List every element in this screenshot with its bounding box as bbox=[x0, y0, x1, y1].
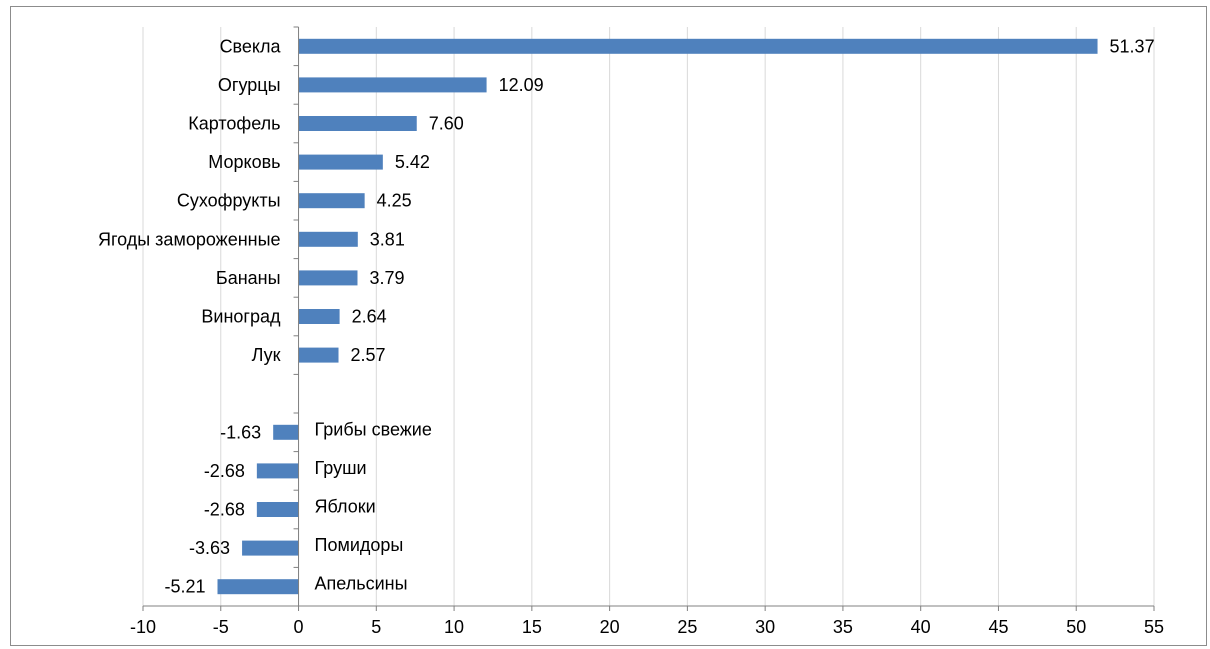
category-label: Огурцы bbox=[218, 75, 281, 95]
category-label: Груши bbox=[315, 458, 367, 478]
data-label: -5.21 bbox=[164, 577, 205, 597]
bar bbox=[298, 270, 358, 286]
x-tick-label: 35 bbox=[833, 617, 853, 637]
axes: -10 -5 0 5 10 15 20 25 30 35 40 45 50 55 bbox=[130, 26, 1164, 637]
category-label: Картофель bbox=[188, 114, 280, 134]
data-label: 4.25 bbox=[377, 191, 412, 211]
data-label: 3.79 bbox=[369, 268, 404, 288]
bar bbox=[298, 347, 339, 363]
category-label: Свекла bbox=[220, 36, 282, 56]
bar bbox=[298, 231, 358, 247]
data-label: 3.81 bbox=[370, 229, 405, 249]
x-tick-label: -10 bbox=[130, 617, 156, 637]
x-tick-label: 30 bbox=[755, 617, 775, 637]
category-label: Виноград bbox=[201, 307, 281, 327]
data-label: -3.63 bbox=[189, 538, 230, 558]
data-label: 2.57 bbox=[351, 345, 386, 365]
category-label: Морковь bbox=[208, 152, 280, 172]
bar bbox=[217, 579, 299, 595]
bar bbox=[273, 424, 299, 440]
x-tick-label: 55 bbox=[1144, 617, 1164, 637]
category-label: Сухофрукты bbox=[177, 191, 281, 211]
grid-lines bbox=[142, 27, 1155, 606]
x-tick-label: 40 bbox=[911, 617, 931, 637]
x-tick-label: 15 bbox=[522, 617, 542, 637]
x-tick-label: 45 bbox=[988, 617, 1008, 637]
x-tick-label: 50 bbox=[1066, 617, 1086, 637]
category-label: Бананы bbox=[216, 268, 281, 288]
chart-frame bbox=[10, 6, 1207, 646]
x-tick-label: -5 bbox=[213, 617, 229, 637]
category-label: Грибы свежие bbox=[315, 419, 432, 439]
x-tick-label: 20 bbox=[600, 617, 620, 637]
bar bbox=[298, 193, 365, 209]
labels: Свекла 51.37 Огурцы 12.09 Картофель 7.60 Морко… bbox=[98, 36, 1155, 596]
x-tick-label: 0 bbox=[294, 617, 304, 637]
data-label: -2.68 bbox=[204, 500, 245, 520]
data-label: 51.37 bbox=[1110, 36, 1155, 56]
data-label: -1.63 bbox=[220, 422, 261, 442]
data-label: -2.68 bbox=[204, 461, 245, 481]
category-label: Апельсины bbox=[315, 574, 408, 594]
data-label: 5.42 bbox=[395, 152, 430, 172]
bar bbox=[298, 77, 487, 93]
category-label: Лук bbox=[252, 345, 281, 365]
category-label: Яблоки bbox=[315, 497, 376, 517]
bar bbox=[298, 116, 417, 131]
bar bbox=[256, 463, 299, 479]
bar bbox=[242, 540, 299, 556]
bar bbox=[298, 38, 1098, 54]
x-tick-label: 25 bbox=[677, 617, 697, 637]
bars bbox=[217, 38, 1098, 595]
x-tick-label: 10 bbox=[444, 617, 464, 637]
data-label: 12.09 bbox=[499, 75, 544, 95]
data-label: 2.64 bbox=[352, 307, 387, 327]
bar bbox=[298, 154, 383, 170]
data-label: 7.60 bbox=[429, 114, 464, 134]
category-label: Ягоды замороженные bbox=[98, 229, 281, 249]
bar bbox=[256, 502, 299, 517]
category-label: Помидоры bbox=[315, 535, 404, 555]
x-tick-label: 5 bbox=[371, 617, 381, 637]
bar bbox=[298, 309, 340, 324]
